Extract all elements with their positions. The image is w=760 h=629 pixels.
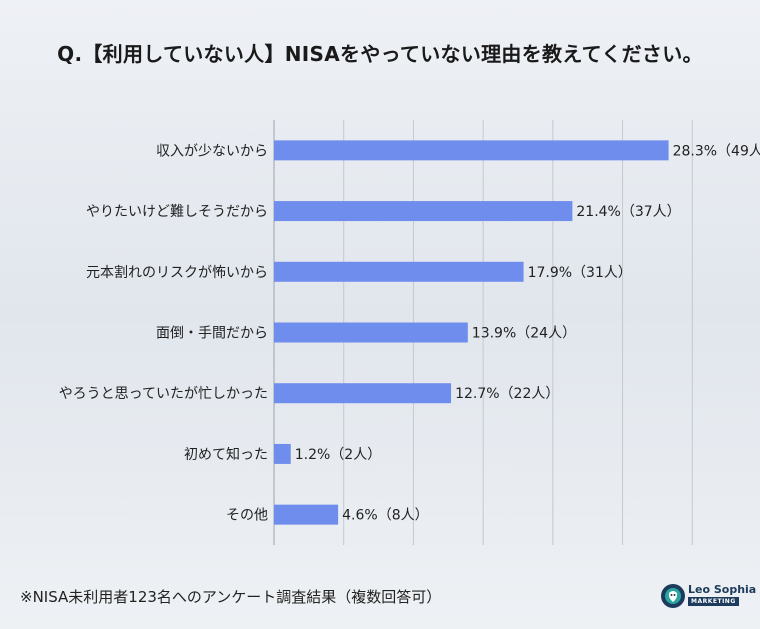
data-label: 28.3%（49人）: [673, 143, 760, 159]
category-label: 収入が少ないから: [156, 143, 268, 159]
category-label: 初めて知った: [184, 446, 268, 463]
category-label: 面倒・手間だから: [156, 326, 268, 342]
bar: [274, 322, 468, 343]
data-label: 21.4%（37人）: [576, 204, 680, 220]
bar: [274, 504, 339, 525]
data-label: 12.7%（22人）: [455, 386, 559, 402]
logo-subtitle: MARKETING: [688, 597, 739, 606]
brand-logo: Leo Sophia MARKETING: [660, 583, 756, 609]
bar: [274, 201, 573, 222]
bar: [274, 443, 291, 464]
category-label: その他: [226, 508, 268, 524]
data-label: 1.2%（2人）: [295, 447, 381, 463]
logo-name: Leo Sophia: [688, 583, 757, 596]
data-label: 13.9%（24人）: [472, 326, 576, 342]
category-label: やろうと思っていたが忙しかった: [59, 386, 268, 402]
category-label: やりたいけど難しそうだから: [86, 204, 268, 220]
lion-logo-icon: [661, 584, 685, 608]
category-label: 元本割れのリスクが怖いから: [86, 264, 268, 281]
data-label: 4.6%（8人）: [342, 508, 428, 524]
footnote: ※NISA未利用者123名へのアンケート調査結果（複数回答可）: [20, 588, 442, 606]
bar: [274, 140, 669, 161]
data-label: 17.9%（31人）: [528, 265, 632, 281]
chart-title: Q.【利用していない人】NISAをやっていない理由を教えてください。: [57, 42, 703, 66]
bar: [274, 383, 452, 404]
bar: [274, 261, 524, 282]
